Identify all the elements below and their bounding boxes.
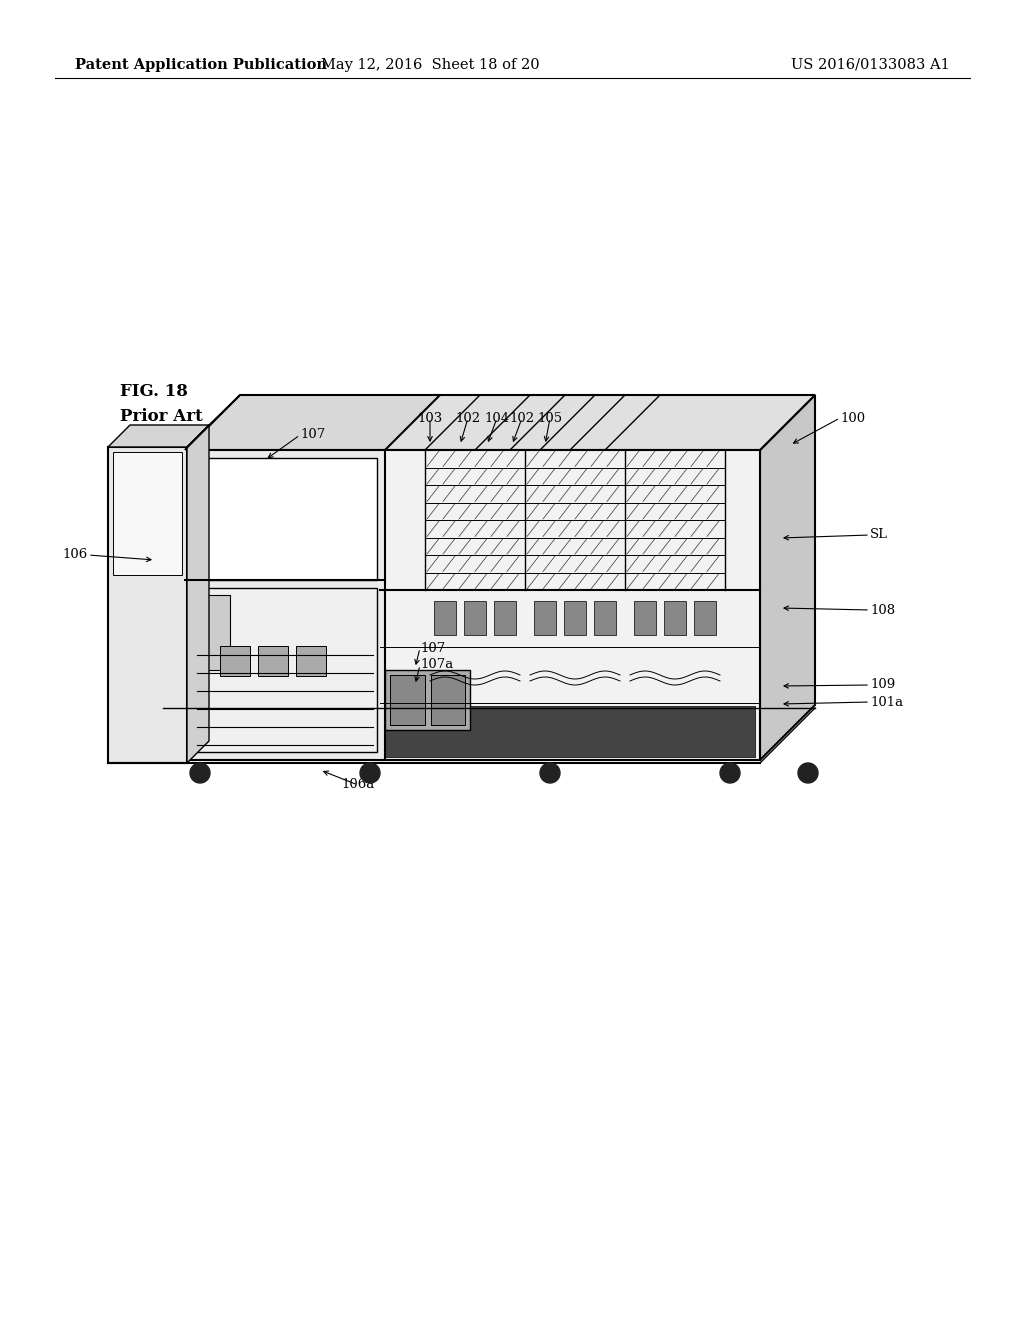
- Text: SL: SL: [870, 528, 888, 541]
- Bar: [113, 451, 182, 576]
- Bar: [108, 447, 187, 763]
- Circle shape: [190, 763, 210, 783]
- Bar: [258, 645, 288, 676]
- Text: 106a: 106a: [341, 779, 375, 792]
- Text: 107a: 107a: [420, 659, 454, 672]
- Bar: [193, 458, 377, 579]
- Text: 101a: 101a: [870, 696, 903, 709]
- Circle shape: [720, 763, 740, 783]
- Bar: [594, 602, 616, 635]
- Polygon shape: [380, 395, 815, 450]
- Bar: [564, 602, 587, 635]
- Bar: [185, 450, 385, 760]
- Text: Patent Application Publication: Patent Application Publication: [75, 58, 327, 73]
- Circle shape: [798, 763, 818, 783]
- Text: 109: 109: [870, 678, 895, 692]
- Polygon shape: [108, 425, 209, 447]
- Text: 104: 104: [484, 412, 510, 425]
- Text: 105: 105: [538, 412, 562, 425]
- Polygon shape: [185, 395, 440, 450]
- Text: 107: 107: [300, 429, 326, 441]
- Bar: [220, 645, 250, 676]
- Bar: [434, 602, 457, 635]
- Text: FIG. 18: FIG. 18: [120, 383, 187, 400]
- Polygon shape: [185, 395, 240, 450]
- Circle shape: [540, 763, 560, 783]
- Bar: [634, 602, 656, 635]
- Bar: [296, 645, 326, 676]
- Bar: [200, 595, 230, 671]
- Text: May 12, 2016  Sheet 18 of 20: May 12, 2016 Sheet 18 of 20: [321, 58, 540, 73]
- Polygon shape: [187, 425, 209, 763]
- Bar: [385, 671, 470, 730]
- Text: 107: 107: [420, 642, 445, 655]
- Text: 103: 103: [418, 412, 442, 425]
- Bar: [385, 706, 755, 756]
- Text: 100: 100: [840, 412, 865, 425]
- Bar: [464, 602, 486, 635]
- Bar: [430, 675, 465, 725]
- Text: 106: 106: [62, 549, 88, 561]
- Text: US 2016/0133083 A1: US 2016/0133083 A1: [792, 58, 950, 73]
- Bar: [494, 602, 516, 635]
- Bar: [390, 675, 425, 725]
- Bar: [380, 450, 760, 760]
- Circle shape: [360, 763, 380, 783]
- Polygon shape: [760, 395, 815, 760]
- Text: 108: 108: [870, 603, 895, 616]
- Text: 102: 102: [509, 412, 535, 425]
- Bar: [693, 602, 716, 635]
- Text: 102: 102: [456, 412, 480, 425]
- Bar: [664, 602, 686, 635]
- Text: Prior Art: Prior Art: [120, 408, 203, 425]
- Bar: [193, 587, 377, 752]
- Bar: [534, 602, 556, 635]
